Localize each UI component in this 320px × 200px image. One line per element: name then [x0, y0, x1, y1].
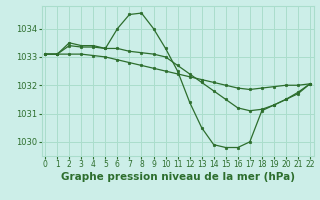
X-axis label: Graphe pression niveau de la mer (hPa): Graphe pression niveau de la mer (hPa) [60, 172, 295, 182]
